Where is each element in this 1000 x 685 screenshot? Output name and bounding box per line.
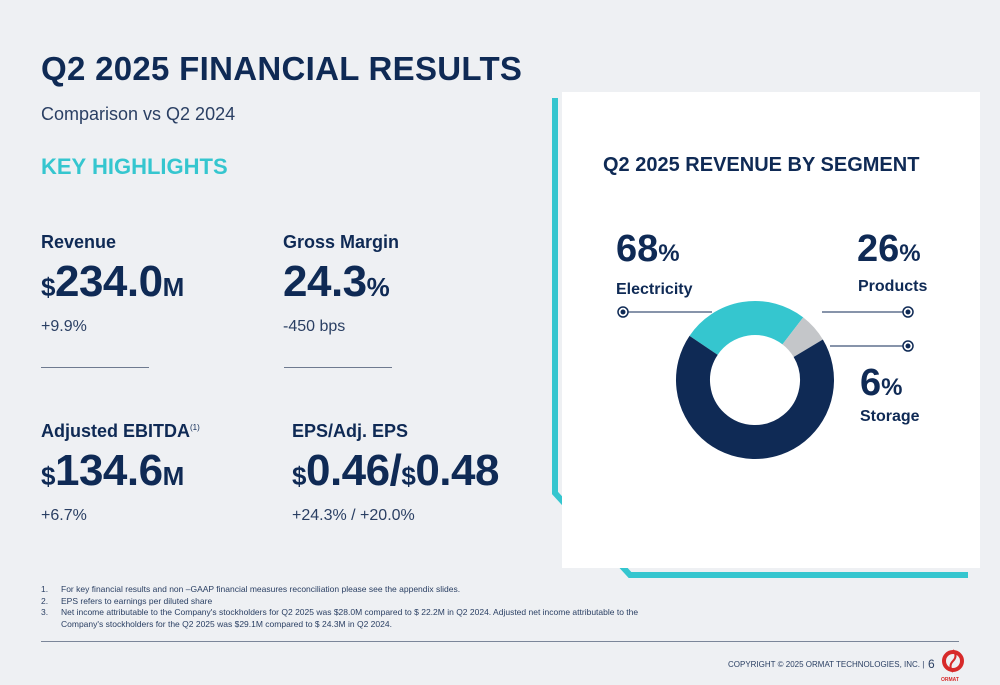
- metric-value: $234.0M: [41, 257, 184, 306]
- metric-change: +6.7%: [41, 507, 87, 524]
- divider: [284, 367, 392, 368]
- metric-label: Gross Margin: [283, 232, 400, 252]
- chart-title: Q2 2025 REVENUE BY SEGMENT: [603, 154, 920, 176]
- metric-value: 24.3%: [283, 257, 390, 306]
- segment-storage-percent: 6%: [860, 362, 903, 404]
- metric-value: $134.6M: [41, 446, 184, 495]
- copyright: COPYRIGHT © 2025 ORMAT TECHNOLOGIES, INC…: [728, 660, 925, 669]
- segment-electricity-percent: 68%: [616, 228, 680, 270]
- donut-slice-products: [689, 301, 804, 356]
- metric-revenue: Revenue $234.0M +9.9%: [41, 232, 184, 336]
- page-subtitle: Comparison vs Q2 2024: [41, 104, 236, 124]
- metric-change: -450 bps: [283, 318, 346, 335]
- metric-label: Revenue: [41, 232, 117, 252]
- footnote: 2. EPS refers to earnings per diluted sha…: [41, 595, 213, 606]
- metric-label: Adjusted EBITDA(1): [41, 421, 200, 441]
- donut-slice-electricity: [676, 335, 834, 459]
- ormat-logo-icon: [942, 649, 964, 673]
- metric-change: +24.3% / +20.0%: [292, 507, 415, 524]
- metric-label: EPS/Adj. EPS: [292, 421, 409, 441]
- page-title: Q2 2025 FINANCIAL RESULTS: [41, 50, 523, 87]
- metric-change: +9.9%: [41, 318, 87, 335]
- segment-products-percent: 26%: [857, 228, 921, 270]
- segment-products-label: Products: [858, 278, 928, 295]
- page-number: 6: [928, 657, 935, 671]
- footnote: 3. Net income attributable to the Company…: [41, 607, 639, 629]
- divider: [41, 367, 149, 368]
- donut-slice-storage: [781, 317, 823, 358]
- metric-eps: EPS/Adj. EPS $0.46/$0.48 +24.3% / +20.0%: [292, 421, 499, 525]
- footnotes: 1. For key financial results and non –GAA…: [41, 584, 641, 630]
- segment-electricity-label: Electricity: [616, 281, 693, 298]
- logo-wordmark: ORMAT: [941, 677, 959, 683]
- metric-gross-margin: Gross Margin 24.3% -450 bps: [283, 232, 399, 336]
- segment-storage-label: Storage: [860, 408, 920, 425]
- metric-adjusted-ebitda: Adjusted EBITDA(1) $134.6M +6.7%: [41, 421, 200, 525]
- footnote: 1. For key financial results and non –GAA…: [41, 584, 461, 594]
- revenue-donut-chart: [676, 301, 834, 459]
- metric-value: $0.46/$0.48: [292, 446, 499, 495]
- footer-divider: [41, 641, 959, 642]
- section-heading: KEY HIGHLIGHTS: [41, 154, 228, 179]
